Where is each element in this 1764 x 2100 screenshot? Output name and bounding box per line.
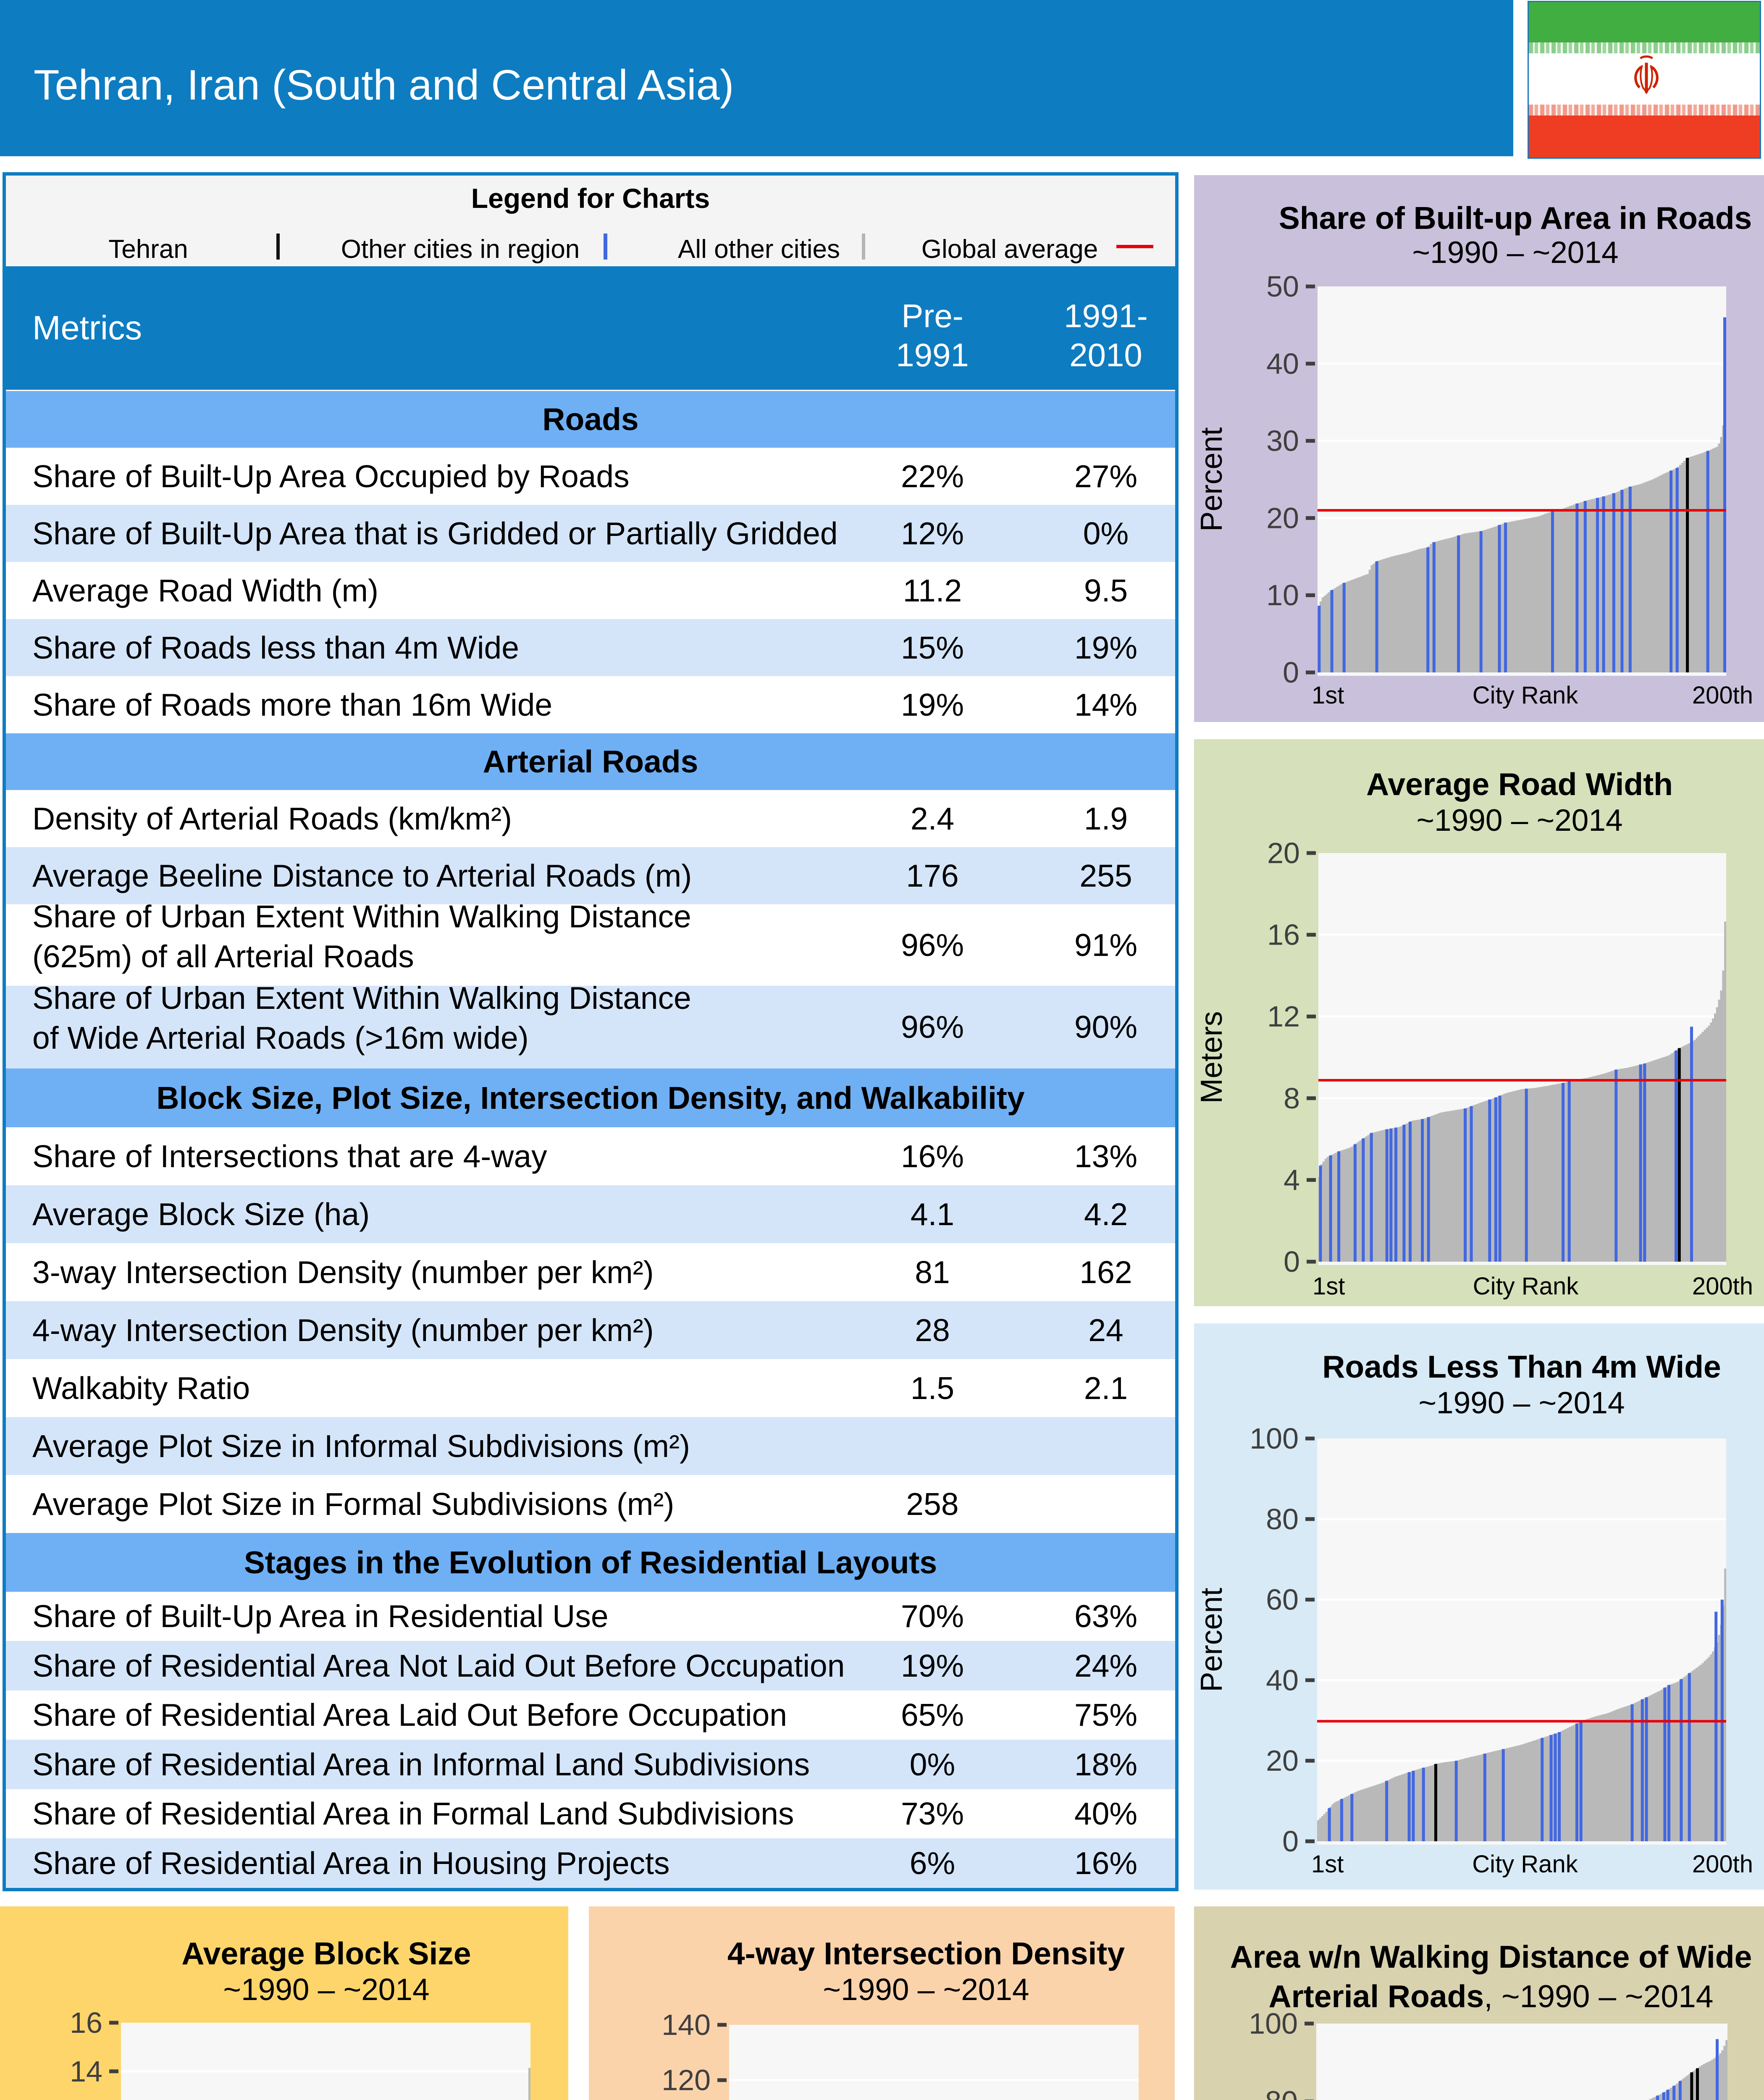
svg-text:Share of Built-up Area in Road: Share of Built-up Area in Roads bbox=[1279, 200, 1752, 236]
svg-text:40: 40 bbox=[1266, 347, 1299, 380]
svg-text:1st: 1st bbox=[1311, 1851, 1344, 1878]
svg-text:14: 14 bbox=[70, 2055, 102, 2088]
svg-text:Meters: Meters bbox=[1195, 1011, 1228, 1103]
svg-text:12: 12 bbox=[1267, 1000, 1300, 1033]
svg-text:120: 120 bbox=[662, 2064, 711, 2097]
svg-text:Average Block Size: Average Block Size bbox=[181, 1936, 471, 1971]
svg-text:0: 0 bbox=[1282, 1825, 1299, 1858]
svg-text:~1990 – ~2014: ~1990 – ~2014 bbox=[223, 1973, 429, 2007]
svg-text:40: 40 bbox=[1266, 1664, 1299, 1696]
svg-text:~1990 – ~2014: ~1990 – ~2014 bbox=[1412, 236, 1618, 270]
svg-text:30: 30 bbox=[1266, 425, 1299, 457]
svg-text:60: 60 bbox=[1266, 1583, 1299, 1616]
svg-text:~1990 – ~2014: ~1990 – ~2014 bbox=[1416, 803, 1622, 837]
svg-text:1st: 1st bbox=[1312, 1273, 1345, 1300]
svg-text:Arterial Roads, ~1990 – ~2014: Arterial Roads, ~1990 – ~2014 bbox=[1268, 1979, 1713, 2014]
svg-text:16: 16 bbox=[1267, 919, 1300, 951]
svg-text:200th: 200th bbox=[1692, 682, 1753, 709]
svg-text:140: 140 bbox=[662, 2008, 711, 2041]
svg-text:City Rank: City Rank bbox=[1473, 682, 1578, 709]
svg-text:1st: 1st bbox=[1312, 682, 1344, 709]
svg-text:20: 20 bbox=[1267, 837, 1300, 869]
svg-text:Average Road Width: Average Road Width bbox=[1366, 766, 1673, 802]
svg-text:0: 0 bbox=[1283, 656, 1299, 689]
svg-text:8: 8 bbox=[1284, 1082, 1300, 1115]
svg-text:20: 20 bbox=[1266, 1744, 1299, 1777]
svg-text:100: 100 bbox=[1249, 2007, 1298, 2040]
svg-text:200th: 200th bbox=[1692, 1273, 1753, 1300]
svg-text:16: 16 bbox=[70, 2006, 102, 2039]
svg-text:0: 0 bbox=[1284, 1245, 1300, 1278]
svg-text:City Rank: City Rank bbox=[1472, 1851, 1578, 1878]
svg-text:~1990 – ~2014: ~1990 – ~2014 bbox=[823, 1973, 1029, 2007]
svg-text:10: 10 bbox=[1266, 579, 1299, 612]
svg-text:20: 20 bbox=[1266, 501, 1299, 534]
svg-text:80: 80 bbox=[1265, 2085, 1298, 2100]
svg-text:4-way Intersection Density: 4-way Intersection Density bbox=[727, 1936, 1125, 1971]
svg-text:50: 50 bbox=[1266, 270, 1299, 303]
svg-text:200th: 200th bbox=[1692, 1851, 1753, 1878]
svg-text:80: 80 bbox=[1266, 1503, 1299, 1536]
svg-text:Percent: Percent bbox=[1195, 1588, 1228, 1692]
svg-text:100: 100 bbox=[1250, 1422, 1299, 1455]
svg-text:4: 4 bbox=[1284, 1163, 1300, 1196]
svg-text:~1990 – ~2014: ~1990 – ~2014 bbox=[1418, 1386, 1625, 1420]
svg-text:Roads Less Than 4m Wide: Roads Less Than 4m Wide bbox=[1322, 1349, 1721, 1384]
svg-text:City Rank: City Rank bbox=[1473, 1273, 1579, 1300]
svg-text:Percent: Percent bbox=[1195, 427, 1228, 531]
svg-text:Area w/n Walking Distance of W: Area w/n Walking Distance of Wide bbox=[1230, 1939, 1752, 1974]
